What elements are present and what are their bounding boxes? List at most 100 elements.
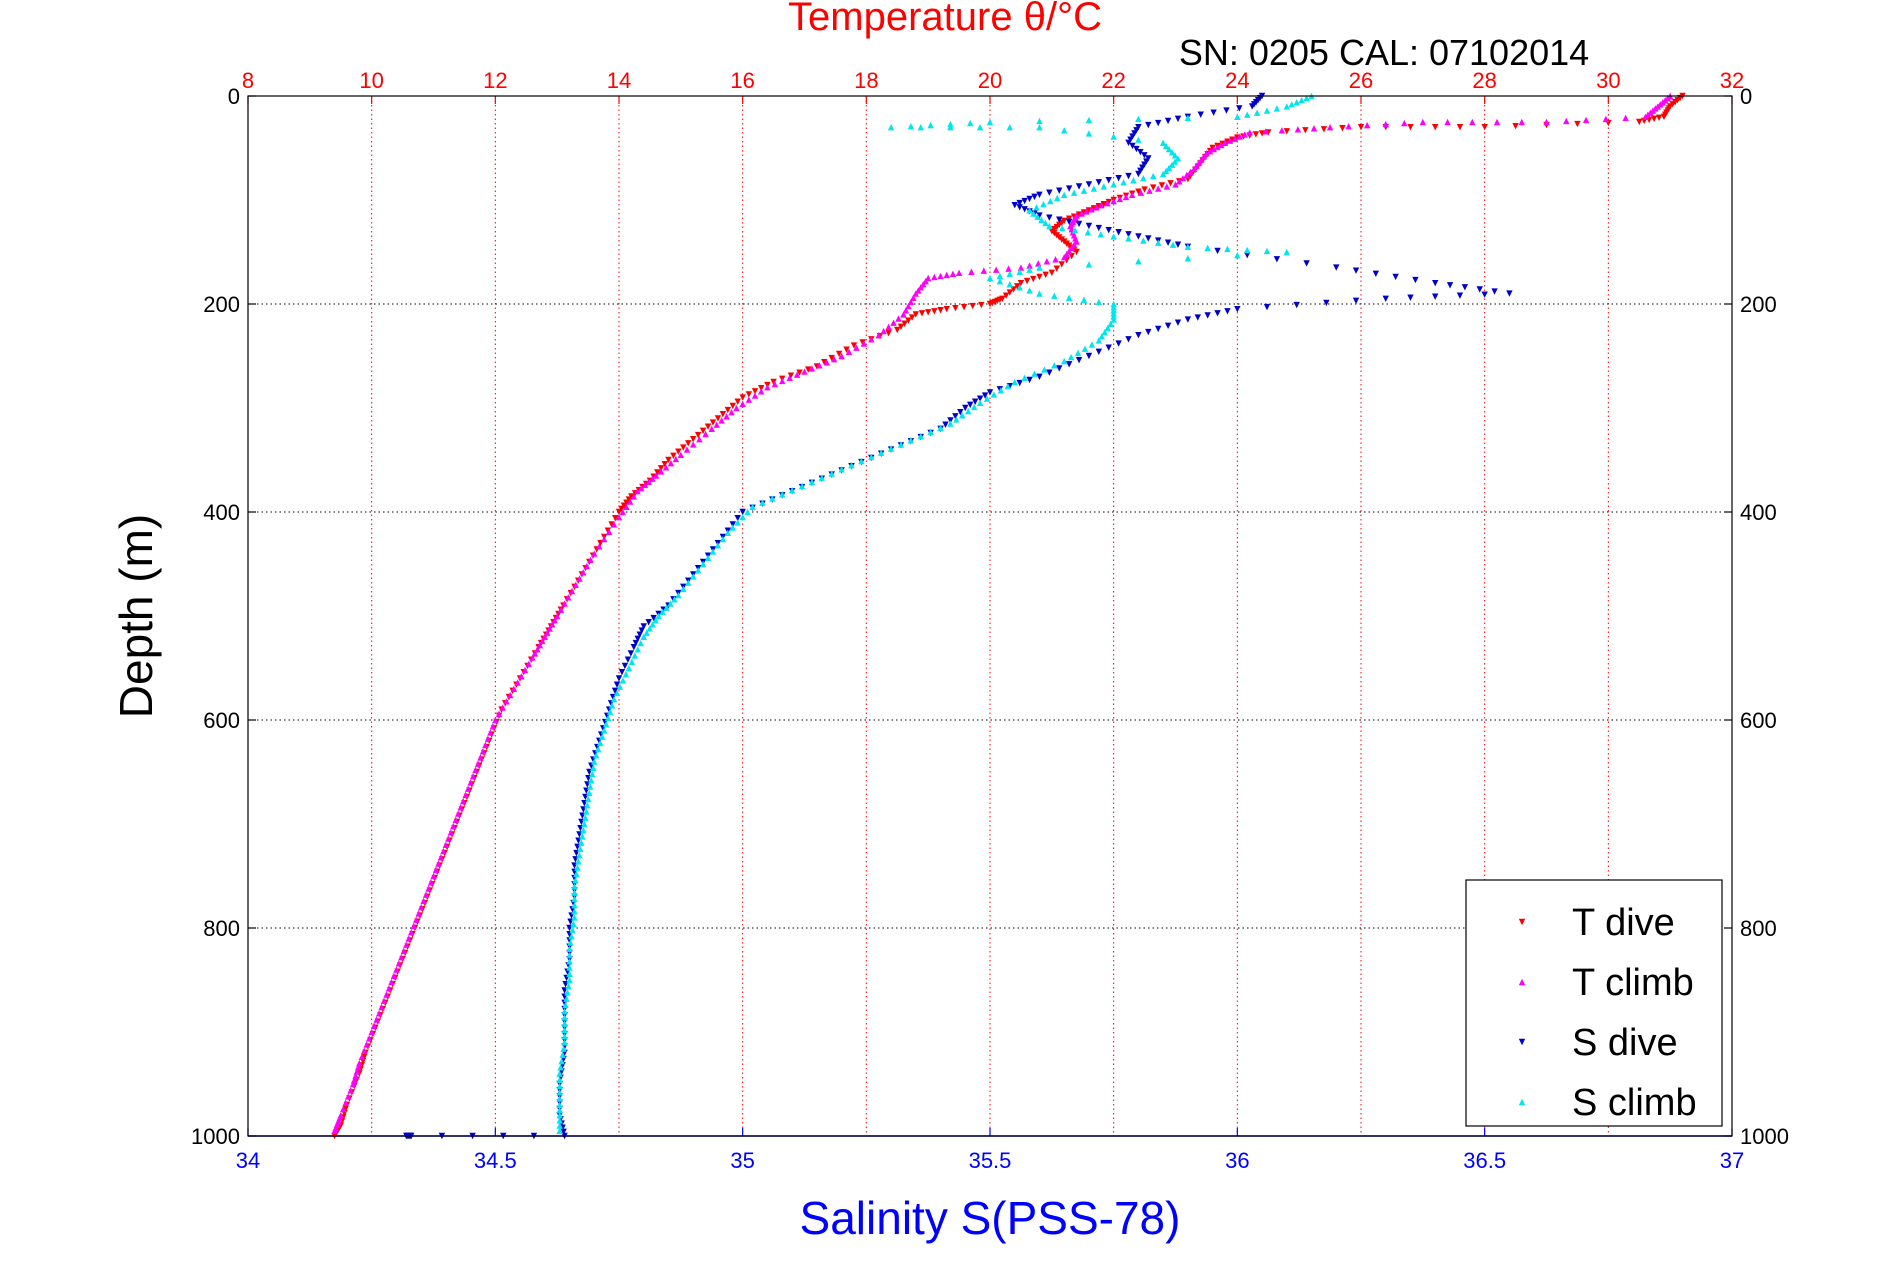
point-t-dive: [719, 411, 727, 418]
point-t-climb: [626, 498, 634, 505]
point-t-dive: [1357, 124, 1365, 131]
point-s-climb: [1040, 200, 1047, 208]
point-t-dive: [1042, 271, 1049, 279]
point-s-climb: [1140, 174, 1147, 182]
bottom-tick-label: 36.5: [1463, 1148, 1506, 1173]
point-t-climb: [347, 1087, 354, 1094]
right-tick-label: 0: [1740, 84, 1752, 109]
point-t-climb: [422, 891, 430, 898]
point-t-dive: [905, 317, 912, 324]
point-s-climb: [1016, 268, 1023, 275]
point-t-climb: [353, 1068, 361, 1075]
point-s-dive: [1125, 172, 1132, 180]
point-s-dive: [650, 614, 657, 622]
point-s-climb: [1171, 152, 1179, 159]
point-s-dive: [1456, 292, 1464, 299]
point-t-dive: [654, 469, 661, 476]
legend-label: T dive: [1572, 902, 1675, 944]
left-tick-label: 0: [228, 84, 240, 109]
point-s-climb: [583, 808, 590, 815]
point-s-climb: [1283, 103, 1290, 110]
point-t-dive: [1407, 124, 1414, 131]
point-s-climb: [619, 677, 627, 684]
point-s-dive: [1031, 193, 1038, 201]
point-t-dive: [1002, 292, 1010, 299]
point-s-climb: [947, 124, 954, 131]
point-t-climb: [514, 679, 521, 686]
point-t-climb: [484, 735, 492, 742]
point-s-dive: [976, 395, 984, 402]
point-s-climb: [1293, 99, 1300, 106]
point-t-climb: [992, 266, 1000, 273]
point-s-climb: [996, 272, 1004, 280]
point-t-climb: [1203, 150, 1210, 157]
point-s-climb: [1085, 116, 1093, 124]
point-s-dive: [1145, 328, 1152, 336]
point-t-climb: [1195, 159, 1203, 166]
point-t-climb: [432, 866, 440, 873]
point-t-climb: [751, 392, 759, 399]
point-s-dive: [1263, 303, 1271, 311]
point-t-dive: [1135, 188, 1142, 195]
point-s-climb: [704, 554, 712, 561]
point-s-climb: [604, 714, 612, 722]
point-s-climb: [680, 585, 687, 593]
point-t-climb: [758, 388, 765, 395]
point-t-climb: [503, 698, 510, 705]
point-t-climb: [853, 344, 860, 351]
bottom-axis-title: Salinity S(PSS-78): [800, 1192, 1181, 1244]
point-t-climb: [771, 380, 779, 388]
point-t-climb: [398, 953, 405, 961]
point-t-climb: [462, 791, 469, 799]
point-t-climb: [630, 493, 638, 500]
point-t-dive: [1574, 120, 1581, 128]
point-t-climb: [518, 673, 525, 680]
point-t-climb: [525, 660, 532, 668]
point-s-climb: [566, 976, 573, 984]
point-s-dive: [1056, 216, 1063, 223]
point-s-dive: [1016, 199, 1023, 207]
point-t-climb: [638, 484, 645, 492]
point-s-climb: [634, 646, 641, 653]
point-t-dive: [1017, 280, 1025, 287]
point-t-climb: [1214, 143, 1221, 151]
right-tick-label: 200: [1740, 292, 1777, 317]
point-s-climb: [655, 612, 662, 620]
point-s-dive: [1197, 111, 1204, 118]
point-s-climb: [1016, 284, 1023, 291]
point-s-climb: [675, 592, 682, 599]
point-t-climb: [591, 550, 598, 557]
point-s-dive: [613, 681, 621, 688]
point-t-dive: [342, 1105, 349, 1113]
point-s-climb: [556, 1070, 563, 1077]
point-t-climb: [696, 436, 703, 443]
point-t-dive: [1339, 125, 1346, 132]
point-s-climb: [1288, 101, 1295, 108]
point-t-climb: [1005, 265, 1012, 272]
point-t-climb: [702, 430, 709, 438]
point-t-climb: [634, 488, 641, 495]
point-t-climb: [385, 985, 393, 992]
point-t-climb: [388, 978, 395, 986]
point-s-dive: [1105, 177, 1112, 184]
point-s-dive: [1095, 348, 1103, 356]
point-t-climb: [1642, 113, 1649, 120]
point-t-climb: [1241, 131, 1248, 138]
point-s-climb: [572, 876, 579, 884]
point-s-climb: [709, 548, 717, 555]
right-tick-label: 400: [1740, 500, 1777, 525]
point-t-climb: [880, 327, 887, 335]
point-s-climb: [649, 621, 656, 628]
point-t-dive: [796, 369, 803, 376]
point-s-climb: [570, 920, 577, 928]
point-t-dive: [1036, 273, 1043, 281]
point-s-climb: [1033, 204, 1040, 211]
point-t-climb: [1210, 145, 1218, 153]
point-s-dive: [942, 421, 949, 428]
point-s-dive: [1046, 369, 1053, 376]
point-t-climb: [1043, 258, 1051, 265]
point-s-climb: [1165, 145, 1173, 153]
point-s-climb: [561, 1008, 568, 1015]
point-t-dive: [604, 527, 612, 534]
point-t-climb: [417, 904, 425, 911]
